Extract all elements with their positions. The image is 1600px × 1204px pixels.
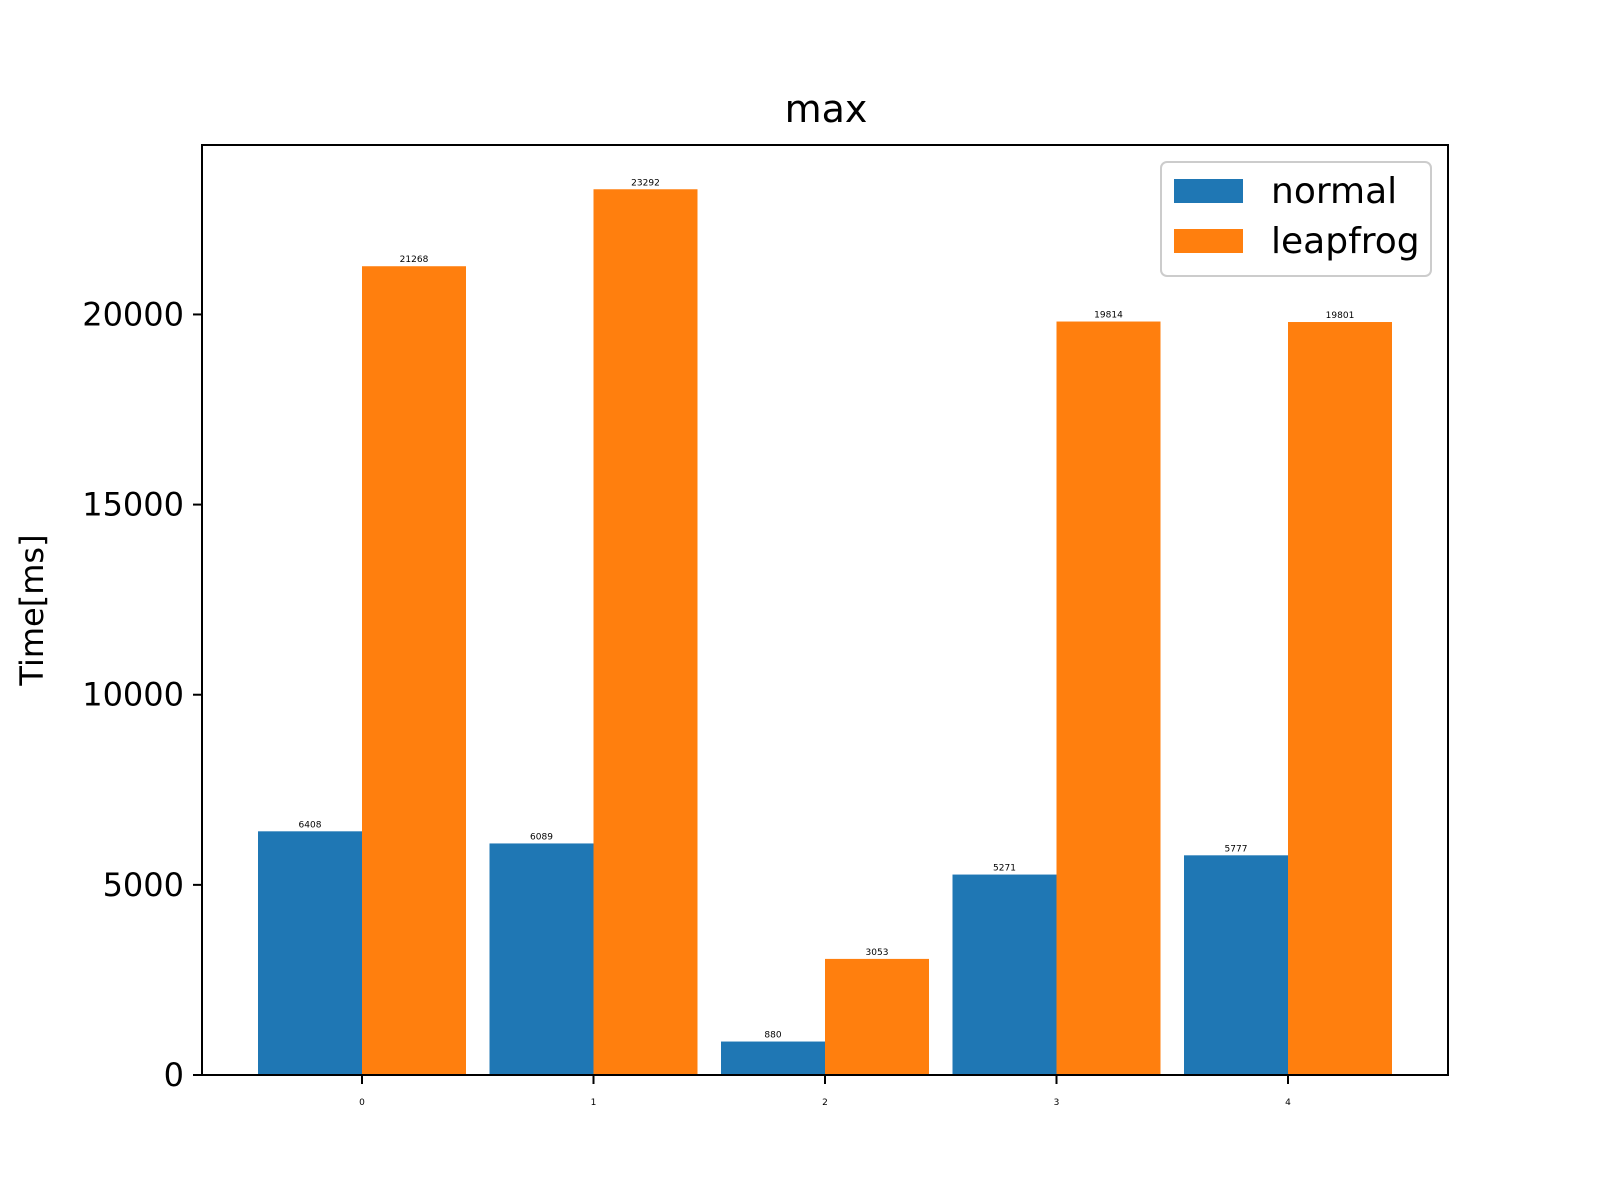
legend: normal leapfrog	[1160, 161, 1432, 277]
value-label-normal-3: 5271	[993, 864, 1016, 874]
bar-normal-1	[489, 843, 594, 1075]
legend-label-normal: normal	[1271, 171, 1397, 212]
chart-title: max	[785, 87, 868, 131]
x-axis: 0 1 2 3 4	[359, 1075, 1291, 1108]
legend-label-leapfrog: leapfrog	[1271, 221, 1420, 262]
bar-leapfrog-4	[1288, 322, 1392, 1075]
x-tick-label-2: 2	[822, 1098, 828, 1108]
bar-normal-3	[952, 874, 1057, 1075]
bar-normal-4	[1184, 855, 1288, 1075]
y-tick-label-10000: 10000	[82, 676, 184, 714]
bar-leapfrog-3	[1056, 321, 1161, 1075]
value-label-leapfrog-3: 19814	[1094, 311, 1123, 321]
value-label-leapfrog-1: 23292	[631, 178, 660, 188]
value-label-normal-2: 880	[764, 1031, 781, 1041]
bar-normal-0	[258, 831, 362, 1075]
x-tick-label-4: 4	[1285, 1098, 1291, 1108]
legend-swatch-leapfrog	[1174, 229, 1243, 253]
value-label-normal-4: 5777	[1225, 844, 1248, 854]
y-tick-label-20000: 20000	[82, 295, 184, 333]
value-labels-layer: 6408 6089 880 5271 5777 21268 23292 3053 19814 19…	[299, 178, 1355, 1040]
y-tick-label-5000: 5000	[103, 866, 184, 904]
bar-normal-2	[721, 1041, 825, 1075]
y-axis-label: Time[ms]	[13, 534, 51, 686]
value-label-leapfrog-4: 19801	[1326, 311, 1355, 321]
y-tick-label-15000: 15000	[82, 486, 184, 524]
x-tick-label-1: 1	[591, 1098, 597, 1108]
plot-frame	[201, 144, 1449, 1076]
bar-leapfrog-0	[362, 266, 466, 1076]
bar-leapfrog-2	[825, 958, 929, 1075]
value-label-leapfrog-0: 21268	[400, 255, 429, 265]
y-tick-label-0: 0	[164, 1056, 184, 1094]
x-tick-label-0: 0	[359, 1098, 365, 1108]
value-label-leapfrog-2: 3053	[866, 948, 889, 958]
bar-leapfrog-1	[593, 189, 698, 1075]
legend-swatch-normal	[1174, 179, 1243, 203]
bars-layer	[258, 189, 1392, 1076]
x-tick-label-3: 3	[1054, 1098, 1060, 1108]
value-label-normal-1: 6089	[530, 832, 553, 842]
y-axis: 0 5000 10000 15000 20000	[82, 295, 202, 1094]
value-label-normal-0: 6408	[299, 820, 322, 830]
